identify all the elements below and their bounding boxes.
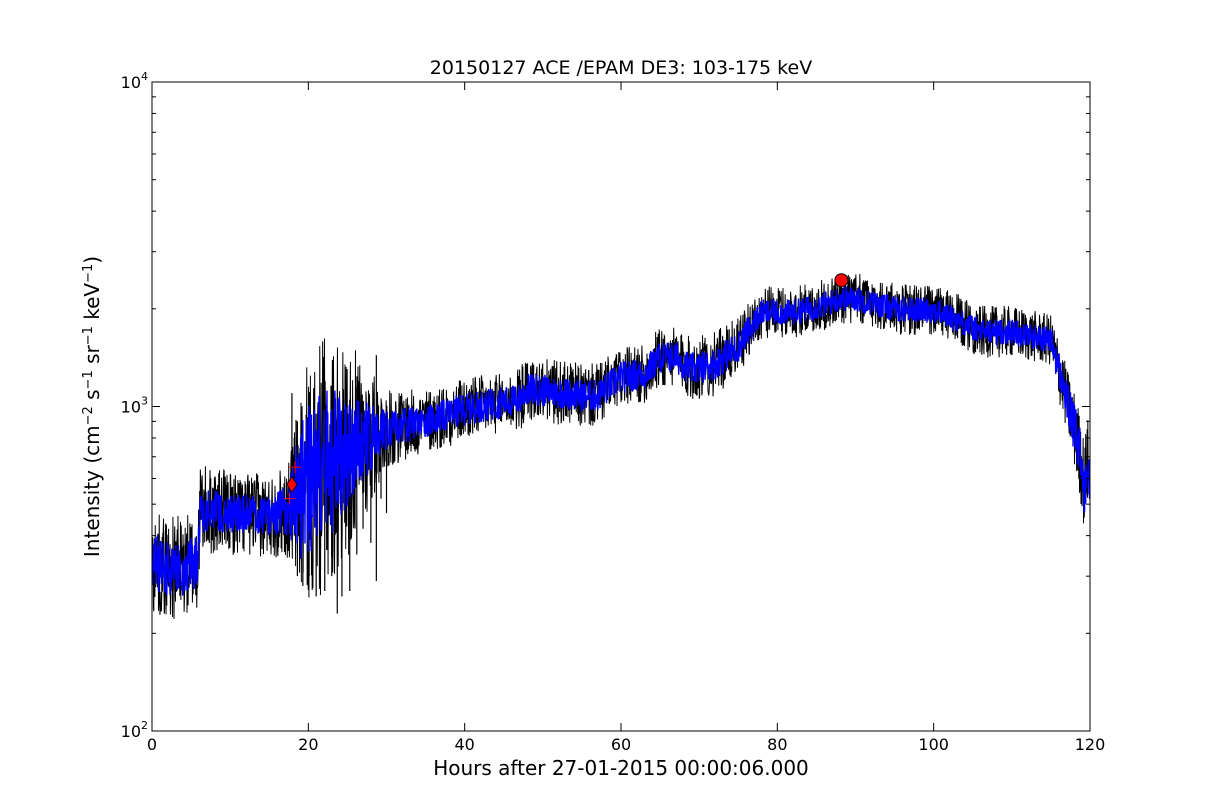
onset-marker <box>286 475 298 494</box>
y-axis-tick-labels: 102 103 104 <box>121 70 148 741</box>
y-label-exponent: −1 <box>81 326 96 345</box>
x-axis-tick-labels: 0 20 40 60 80 100 120 <box>147 735 1105 754</box>
x-tick-label: 120 <box>1075 735 1106 754</box>
y-tick-label: 103 <box>121 395 148 417</box>
y-tick-label: 102 <box>121 719 148 741</box>
y-axis-label: Intensity (cm−2 s−1 sr−1 keV−1) <box>80 256 104 557</box>
y-label-text: Intensity (cm <box>80 425 104 557</box>
y-axis-ticks <box>152 81 1090 732</box>
x-tick-label: 0 <box>147 735 157 754</box>
x-tick-label: 80 <box>767 735 787 754</box>
plot-area <box>152 273 1090 619</box>
y-label-text: s <box>80 389 104 406</box>
x-axis-ticks <box>151 82 1091 731</box>
peak-marker <box>834 273 849 288</box>
y-tick-label: 104 <box>121 70 148 92</box>
x-tick-label: 100 <box>918 735 949 754</box>
y-label-exponent: −1 <box>81 370 96 389</box>
y-label-text: keV <box>80 283 104 327</box>
x-tick-label: 40 <box>454 735 474 754</box>
y-label-exponent: −1 <box>81 264 96 283</box>
y-label-exponent: −2 <box>81 406 96 425</box>
onset-bound-marker <box>283 492 296 505</box>
y-label-text: sr <box>80 344 104 370</box>
y-label-text: ) <box>80 256 104 264</box>
smoothed-intensity-series <box>152 286 1090 596</box>
x-axis-label: Hours after 27-01-2015 00:00:06.000 <box>433 756 809 780</box>
x-tick-label: 60 <box>611 735 631 754</box>
onset-bound-marker <box>289 461 302 474</box>
x-tick-label: 20 <box>298 735 318 754</box>
chart-title: 20150127 ACE /EPAM DE3: 103-175 keV <box>430 57 812 79</box>
